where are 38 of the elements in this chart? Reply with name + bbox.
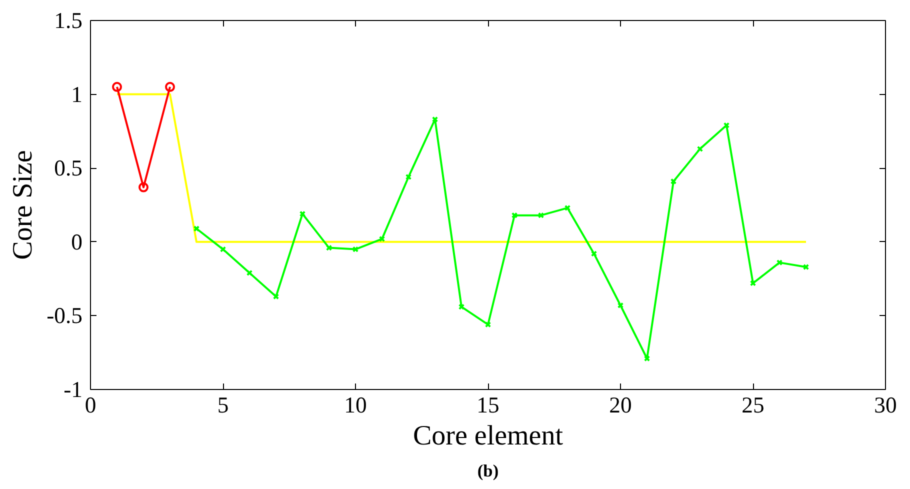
point: [484, 321, 492, 328]
point: [670, 178, 677, 185]
point: [405, 174, 412, 180]
point: [617, 302, 624, 308]
point: [511, 212, 518, 218]
point: [644, 355, 650, 362]
x-tick-label: 15: [476, 392, 500, 418]
point: [378, 236, 386, 242]
y-tick-label: -0.5: [46, 303, 83, 328]
point: [750, 280, 756, 286]
y-tick-label: 1.5: [54, 8, 83, 33]
point: [538, 212, 544, 218]
y-tick-label: 0: [71, 229, 82, 254]
point: [432, 116, 438, 123]
point: [776, 259, 783, 266]
point: [272, 293, 280, 300]
x-tick-label: 25: [742, 392, 764, 418]
y-tick-label: 1: [71, 82, 82, 107]
point: [246, 270, 253, 276]
y-axis-title: Core Size: [8, 150, 39, 260]
y-tick-label: 0.5: [54, 156, 83, 181]
point: [352, 246, 359, 252]
point: [299, 210, 306, 217]
text: (b): [477, 462, 499, 480]
x-tick-label: 20: [609, 392, 632, 418]
x-axis-title: Core element: [412, 420, 564, 452]
x-tick-label: 10: [344, 392, 367, 418]
point: [220, 246, 226, 252]
point: [564, 204, 571, 212]
point: [723, 122, 730, 128]
y-tick-label: -1: [64, 377, 82, 402]
x-tick-label: 5: [217, 392, 229, 418]
point: [326, 244, 332, 251]
point: [138, 182, 148, 192]
x-tick-label: 30: [874, 392, 897, 418]
point: [590, 250, 598, 257]
point: [458, 304, 465, 310]
point: [696, 146, 704, 152]
